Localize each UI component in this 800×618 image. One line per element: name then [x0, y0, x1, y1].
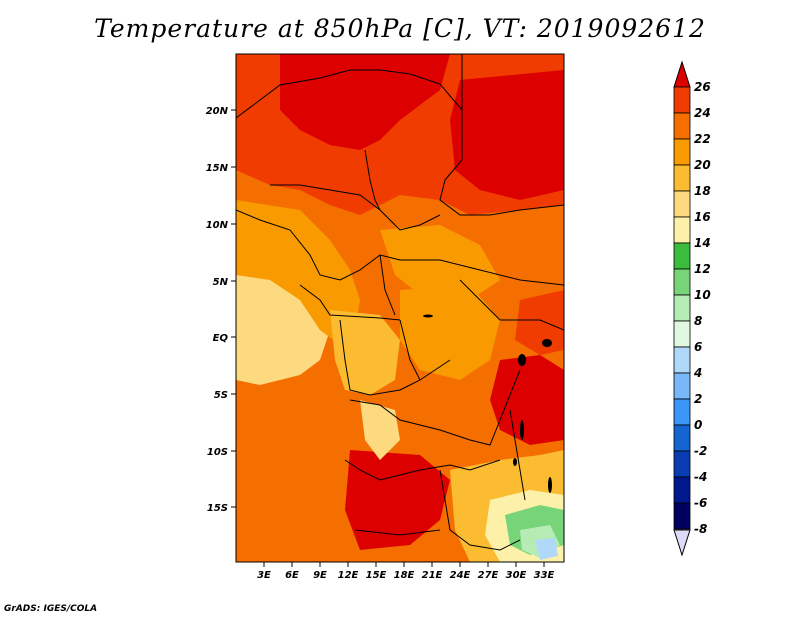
colorbar-label-20: 20: [694, 158, 711, 172]
colorbar-label-neg2: -2: [694, 444, 707, 458]
lat-label-5n: 5N: [213, 277, 229, 288]
temperature-field: [236, 54, 564, 562]
colorbar-segment: [673, 242, 691, 270]
latitude-axis: 20N 15N 10N 5N EQ 5S 10S 15S: [206, 106, 236, 514]
country-borders: [236, 54, 564, 551]
lon-label-12e: 12E: [338, 570, 359, 581]
colorbar-segment: [673, 398, 691, 426]
colorbar-label-4: 4: [693, 366, 702, 380]
lakes: [423, 314, 552, 493]
colorbar-label-neg4: -4: [694, 470, 707, 484]
colorbar-segment: [673, 294, 691, 322]
colorbar-label-14: 14: [694, 236, 711, 250]
lon-label-30e: 30E: [506, 570, 527, 581]
colorbar-label-10: 10: [694, 288, 711, 302]
colorbar-top-triangle: [673, 60, 691, 88]
colorbar-label-neg6: -6: [694, 496, 707, 510]
map-title: Temperature at 850hPa [C], VT: 201909261…: [94, 14, 706, 43]
lat-label-15n: 15N: [206, 163, 229, 174]
colorbar-segment: [673, 502, 691, 530]
colorbar-label-6: 6: [694, 340, 702, 354]
longitude-axis: 3E 6E 9E 12E 15E 18E 21E 24E 27E 30E 33E: [257, 562, 555, 581]
colorbar-label-26: 26: [694, 80, 711, 94]
colorbar-bottom-triangle: [673, 529, 691, 557]
colorbar: 26 24 22 20 18 16 14 12 10 8 6 4 2 0 -2 …: [673, 60, 711, 557]
colorbar-label-24: 24: [694, 106, 711, 120]
colorbar-label-16: 16: [694, 210, 711, 224]
colorbar-label-18: 18: [694, 184, 711, 198]
lon-label-18e: 18E: [394, 570, 415, 581]
lon-label-15e: 15E: [366, 570, 387, 581]
lon-label-3e: 3E: [257, 570, 271, 581]
lat-label-20n: 20N: [206, 106, 229, 117]
grads-credit: GrADS: IGES/COLA: [4, 604, 98, 614]
colorbar-segment: [673, 112, 691, 140]
lon-label-33e: 33E: [534, 570, 555, 581]
colorbar-label-2: 2: [694, 392, 702, 406]
colorbar-segment: [673, 320, 691, 348]
colorbar-label-12: 12: [694, 262, 711, 276]
lon-label-6e: 6E: [285, 570, 299, 581]
colorbar-label-22: 22: [694, 132, 711, 146]
colorbar-label-0: 0: [694, 418, 702, 432]
colorbar-segment: [673, 216, 691, 244]
lon-label-24e: 24E: [450, 570, 471, 581]
colorbar-segment: [673, 372, 691, 400]
lat-label-5s: 5S: [214, 390, 228, 401]
lon-label-27e: 27E: [478, 570, 499, 581]
colorbar-segment: [673, 86, 691, 114]
colorbar-segment: [673, 268, 691, 296]
colorbar-label-neg8: -8: [694, 522, 707, 536]
lat-label-15s: 15S: [207, 503, 228, 514]
lon-label-9e: 9E: [313, 570, 327, 581]
colorbar-segment: [673, 346, 691, 374]
lat-label-10n: 10N: [206, 220, 229, 231]
colorbar-segment: [673, 190, 691, 218]
lat-label-eq: EQ: [213, 333, 229, 344]
lat-label-10s: 10S: [207, 447, 228, 458]
colorbar-segment: [673, 164, 691, 192]
colorbar-label-8: 8: [694, 314, 702, 328]
colorbar-segment: [673, 424, 691, 452]
colorbar-segment: [673, 450, 691, 478]
colorbar-segment: [673, 476, 691, 504]
lon-label-21e: 21E: [422, 570, 443, 581]
colorbar-segment: [673, 138, 691, 166]
map-frame: [235, 53, 565, 563]
